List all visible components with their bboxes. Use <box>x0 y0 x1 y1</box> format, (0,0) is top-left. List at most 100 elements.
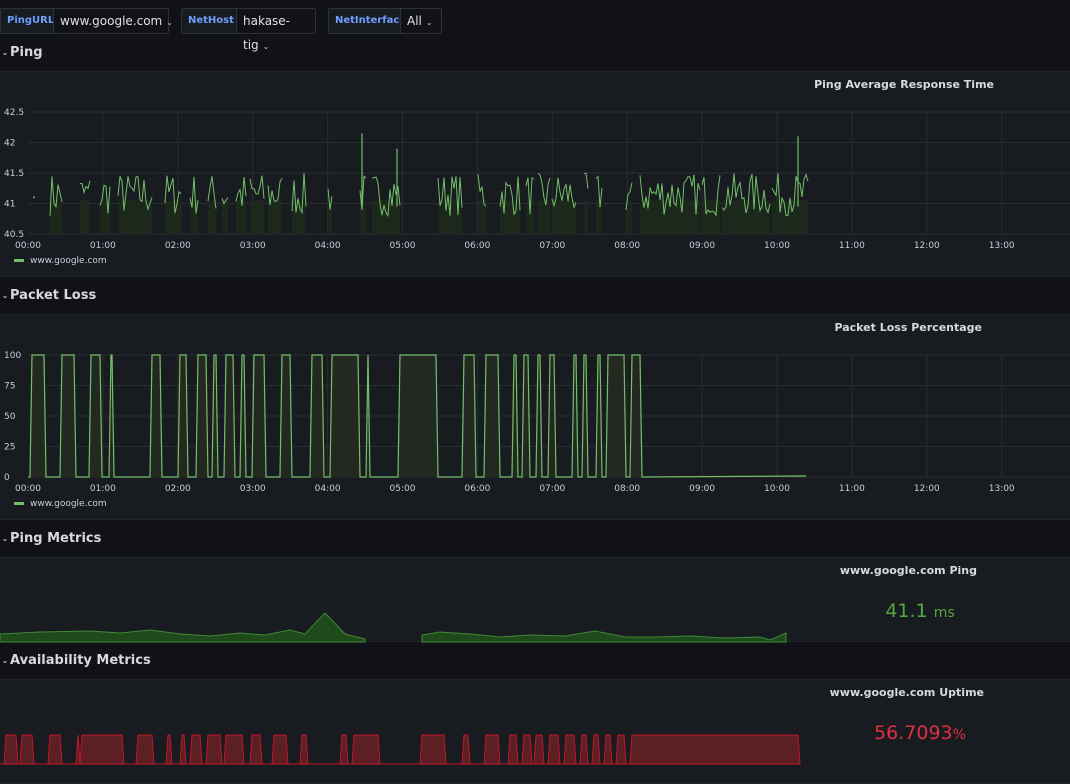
x-tick-label: 00:00 <box>15 241 41 251</box>
uptime-stat-panel: www.google.com Uptime 56.7093% <box>0 679 1070 784</box>
sparkline-area <box>421 630 787 643</box>
ping-sparkline <box>0 612 787 643</box>
var-select-nethost[interactable]: hakase-tig ⌄ <box>236 8 316 52</box>
x-tick-label: 10:00 <box>764 241 790 251</box>
series-line <box>117 176 153 211</box>
x-tick-label: 00:00 <box>15 484 41 494</box>
legend-label: www.google.com <box>30 256 107 266</box>
x-tick-label: 11:00 <box>839 484 865 494</box>
legend-item[interactable]: www.google.com <box>14 256 107 266</box>
var-select-netinterface[interactable]: All ⌄ <box>400 8 442 34</box>
x-tick-label: 05:00 <box>390 484 416 494</box>
series-line <box>537 172 551 206</box>
legend-swatch <box>14 502 24 505</box>
area-fill <box>478 200 486 234</box>
area-fill <box>583 355 587 477</box>
y-tick-label: 42 <box>4 139 15 149</box>
row-packet-loss[interactable]: ⌄ Packet Loss <box>0 285 1070 307</box>
var-value-pingurl: www.google.com <box>60 14 163 28</box>
var-label-nethost: NetHost <box>181 8 241 34</box>
series-line <box>499 176 521 216</box>
area-fill <box>90 355 101 477</box>
area-fill <box>584 200 588 234</box>
y-tick-label: 25 <box>4 443 15 453</box>
area-fill <box>513 355 517 477</box>
y-tick-label: 100 <box>4 351 21 361</box>
y-tick-label: 75 <box>4 382 15 392</box>
panel-title[interactable]: Ping Average Response Time <box>814 78 994 91</box>
series-point <box>33 196 35 199</box>
var-label-netinterface: NetInterface <box>328 8 414 34</box>
var-label-pingurl: PingURL <box>0 8 62 34</box>
panel-title[interactable]: Packet Loss Percentage <box>834 321 982 334</box>
area-fill <box>213 355 217 477</box>
x-tick-label: 13:00 <box>989 241 1015 251</box>
series-line <box>551 177 577 209</box>
x-tick-label: 07:00 <box>539 484 565 494</box>
uptime-stat-value: 56.7093% <box>850 722 990 744</box>
ping-stat-panel: www.google.com Ping 41.1 ms <box>0 557 1070 643</box>
area-fill <box>268 200 282 234</box>
area-fill <box>225 355 234 477</box>
row-title: Packet Loss <box>10 288 97 303</box>
row-title: Ping Metrics <box>10 531 102 546</box>
panel-title[interactable]: www.google.com Uptime <box>829 686 984 699</box>
series-line <box>371 176 401 218</box>
x-tick-label: 09:00 <box>689 241 715 251</box>
loss-panel: Packet Loss Percentage 00:00 01:00 02:00 03… <box>0 314 1070 520</box>
row-ping-metrics[interactable]: ⌄ Ping Metrics <box>0 528 1070 550</box>
x-tick-label: 04:00 <box>315 484 341 494</box>
area-fill <box>100 200 110 234</box>
x-tick-label: 03:00 <box>240 241 266 251</box>
area-fill <box>596 200 602 234</box>
x-tick-label: 10:00 <box>764 484 790 494</box>
x-tick-label: 05:00 <box>390 241 416 251</box>
area-fill <box>372 200 400 234</box>
row-ping[interactable]: ⌄ Ping <box>0 42 1070 64</box>
area-fill <box>772 200 808 234</box>
area-fill <box>31 355 45 477</box>
area-fill <box>552 200 576 234</box>
area-fill <box>208 200 216 234</box>
series-line <box>249 175 265 199</box>
chevron-down-icon: ⌄ <box>1 656 9 665</box>
x-tick-label: 11:00 <box>839 241 865 251</box>
ping-chart: 00:00 01:00 02:00 03:00 04:00 05:00 06:00 07:00… <box>4 108 1070 251</box>
stat-number: 56.7093 <box>874 722 953 744</box>
series-line <box>79 180 91 195</box>
area-fill <box>485 355 499 477</box>
area-fill <box>538 200 550 234</box>
ping-stat-value: 41.1 ms <box>850 600 990 622</box>
area-fill <box>80 200 90 234</box>
area-fill <box>151 355 161 477</box>
x-tick-label: 09:00 <box>689 484 715 494</box>
series-line <box>583 172 589 189</box>
x-tick-label: 04:00 <box>315 241 341 251</box>
area-fill <box>549 355 555 477</box>
area-fill <box>253 355 265 477</box>
area-fill <box>331 355 359 477</box>
area-fill <box>50 200 62 234</box>
panel-title[interactable]: www.google.com Ping <box>839 564 977 577</box>
chevron-down-icon: ⌄ <box>262 42 270 51</box>
legend-label: www.google.com <box>30 499 107 509</box>
chevron-down-icon: ⌄ <box>1 534 9 543</box>
area-fill <box>526 200 534 234</box>
x-tick-label: 12:00 <box>914 241 940 251</box>
legend-item[interactable]: www.google.com <box>14 499 107 509</box>
area-fill <box>626 200 632 234</box>
area-fill <box>367 355 369 477</box>
x-tick-label: 08:00 <box>614 484 640 494</box>
area-fill <box>573 355 577 477</box>
area-fill <box>222 200 228 234</box>
legend-swatch <box>14 259 24 262</box>
series-line <box>721 173 771 214</box>
row-availability-metrics[interactable]: ⌄ Availability Metrics <box>0 650 1070 672</box>
area-fill <box>722 200 770 234</box>
var-select-pingurl[interactable]: www.google.com ⌄ <box>53 8 173 34</box>
area-fill <box>236 200 246 234</box>
x-tick-label: 02:00 <box>165 241 191 251</box>
var-value-nethost: hakase-tig <box>243 14 291 52</box>
chevron-down-icon: ⌄ <box>166 18 173 27</box>
series-line <box>525 177 535 215</box>
